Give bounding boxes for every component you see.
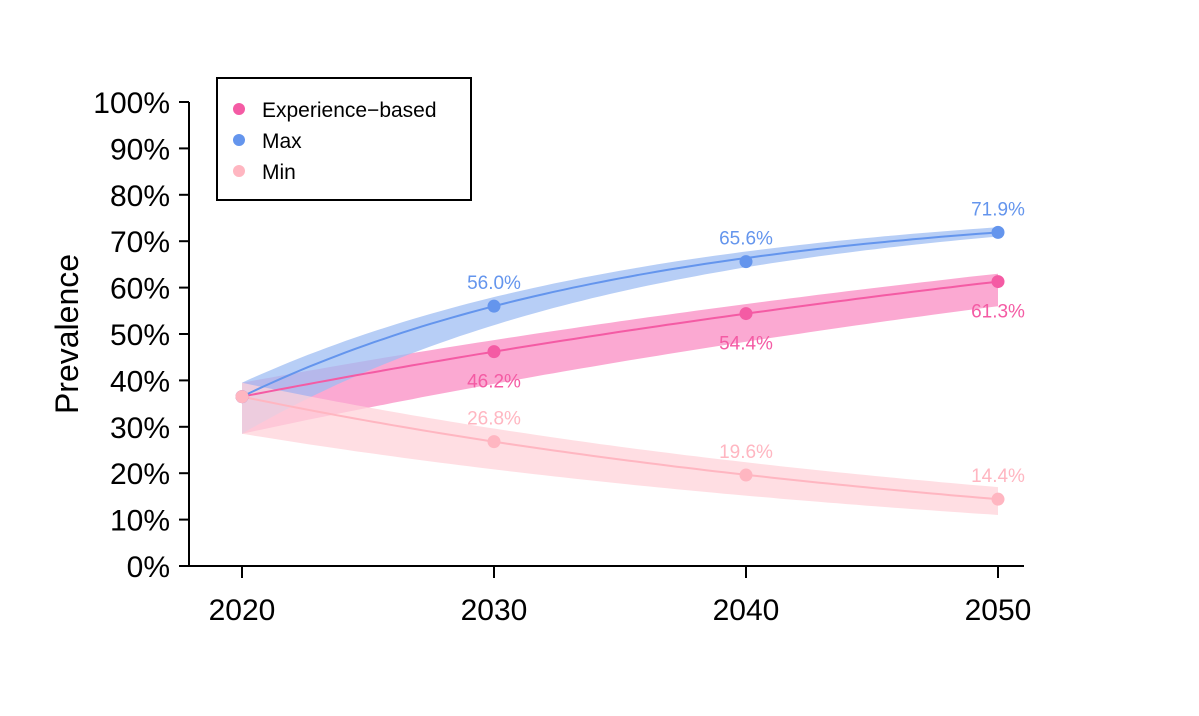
data-labels: 46.2% 54.4% 61.3% 56.0% 65.6% 71.9% 26.8% 19.6%…	[467, 199, 1025, 487]
data-label-2-2: 19.6%	[719, 442, 773, 463]
data-label-1-1: 56.0%	[467, 273, 521, 294]
y-tick-label-1: 10%	[110, 505, 170, 538]
legend-label-0: Experience−based	[262, 99, 437, 122]
data-label-2-1: 26.8%	[467, 409, 521, 430]
y-tick-label-10: 100%	[93, 87, 170, 120]
data-point-1-3	[991, 225, 1005, 239]
y-axis-label: Prevalence	[49, 254, 85, 414]
y-tick-label-5: 50%	[110, 319, 170, 352]
data-point-1-1	[487, 299, 501, 313]
series-lines	[241, 231, 999, 501]
data-label-0-1: 46.2%	[467, 372, 521, 393]
x-tick-label-0: 2020	[209, 594, 276, 627]
data-label-0-3: 61.3%	[971, 302, 1025, 323]
legend: Experience−based Max Min	[216, 77, 472, 201]
y-tick-label-9: 90%	[110, 133, 170, 166]
series-line-2	[241, 395, 999, 501]
band-1	[242, 227, 998, 434]
x-tick-label-1: 2030	[461, 594, 528, 627]
data-label-1-3: 71.9%	[971, 199, 1025, 220]
series-line-1	[241, 231, 999, 398]
confidence-bands	[242, 227, 998, 515]
data-point-1-2	[739, 255, 753, 269]
series-line-0	[241, 280, 999, 398]
data-label-1-2: 65.6%	[719, 229, 773, 250]
legend-marker-2	[233, 165, 245, 177]
data-point-0-2	[739, 307, 753, 321]
data-point-0-3	[991, 275, 1005, 289]
data-point-2-2	[739, 468, 753, 482]
legend-box	[216, 77, 472, 201]
y-tick-label-6: 60%	[110, 273, 170, 306]
band-0	[242, 273, 998, 434]
legend-label-2: Min	[262, 161, 296, 184]
y-tick-label-3: 30%	[110, 412, 170, 445]
data-label-0-2: 54.4%	[719, 334, 773, 355]
data-point-2-1	[487, 435, 501, 449]
y-tick-label-8: 80%	[110, 180, 170, 213]
data-point-0-1	[487, 345, 501, 359]
y-tick-label-4: 40%	[110, 365, 170, 398]
legend-label-1: Max	[262, 130, 302, 153]
axes: 0% 10% 20% 30% 40% 50% 60% 70% 80% 90% 100% 2020 203…	[93, 87, 1031, 627]
x-tick-label-3: 2050	[965, 594, 1032, 627]
legend-marker-0	[233, 103, 245, 115]
y-tick-label-2: 20%	[110, 458, 170, 491]
x-tick-label-2: 2040	[713, 594, 780, 627]
y-tick-label-0: 0%	[127, 551, 170, 584]
y-tick-label-7: 70%	[110, 226, 170, 259]
legend-marker-1	[233, 134, 245, 146]
data-point-2-3	[991, 492, 1005, 506]
series-points	[235, 225, 1005, 506]
data-label-2-3: 14.4%	[971, 466, 1025, 487]
data-point-2-0	[235, 390, 249, 404]
